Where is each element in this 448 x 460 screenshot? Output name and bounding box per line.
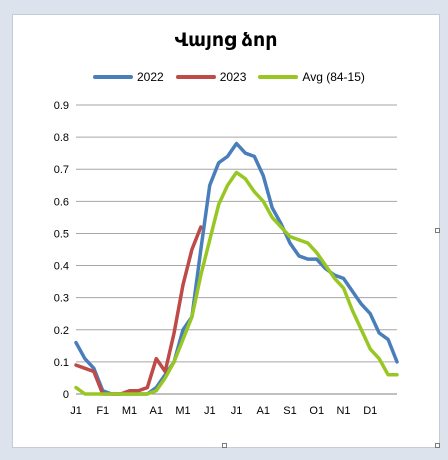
- resize-handle-bottom-right[interactable]: [435, 443, 440, 448]
- x-tick-label: M1: [122, 405, 137, 417]
- x-tick-label: J1: [70, 405, 82, 417]
- resize-handle-right[interactable]: [435, 228, 440, 233]
- x-tick-label: A1: [150, 405, 163, 417]
- legend-swatch-2023: [175, 75, 216, 79]
- y-tick-label: 0.9: [54, 100, 69, 112]
- resize-handle-bottom[interactable]: [222, 443, 227, 448]
- series-line-2022: [74, 141, 399, 396]
- legend-swatch-avg: [258, 75, 299, 79]
- x-tick-label: A1: [257, 405, 270, 417]
- x-tick-label: S1: [283, 405, 296, 417]
- x-tick-label: J1: [231, 405, 243, 417]
- y-tick-label: 0.2: [54, 325, 69, 337]
- legend-label-2022: 2022: [137, 70, 164, 84]
- x-tick-label: D1: [363, 405, 377, 417]
- y-tick-label: 0.1: [54, 357, 69, 369]
- y-tick-label: 0.4: [54, 261, 69, 273]
- legend-label-avg: Avg (84-15): [302, 70, 365, 84]
- y-tick-label: 0.6: [54, 196, 69, 208]
- y-tick-label: 0.7: [54, 164, 69, 176]
- legend-label-2023: 2023: [219, 70, 247, 84]
- legend-item-avg: Avg (84-15): [258, 70, 365, 84]
- x-tick-label: M1: [175, 405, 190, 417]
- x-tick-label: O1: [309, 405, 324, 417]
- y-tick-label: 0: [63, 389, 69, 401]
- series-line-2023: [74, 225, 203, 396]
- chart-title: Վայոց ձոր: [174, 30, 278, 51]
- y-tick-label: 0.8: [54, 132, 69, 144]
- series-line-avg: [74, 170, 399, 396]
- legend-swatch-2022: [93, 75, 133, 79]
- x-tick-label: N1: [336, 405, 350, 417]
- chart-frame[interactable]: Վայոց ձոր 2022 2023 Avg (84-15): [12, 14, 440, 448]
- y-tick-label: 0.5: [54, 228, 69, 240]
- y-tick-label: 0.3: [54, 293, 69, 305]
- x-tick-label: J1: [204, 405, 216, 417]
- legend: 2022 2023 Avg (84-15): [93, 69, 377, 85]
- legend-item-2023: 2023: [175, 70, 247, 84]
- legend-item-2022: 2022: [93, 70, 164, 84]
- x-tick-label: F1: [96, 405, 109, 417]
